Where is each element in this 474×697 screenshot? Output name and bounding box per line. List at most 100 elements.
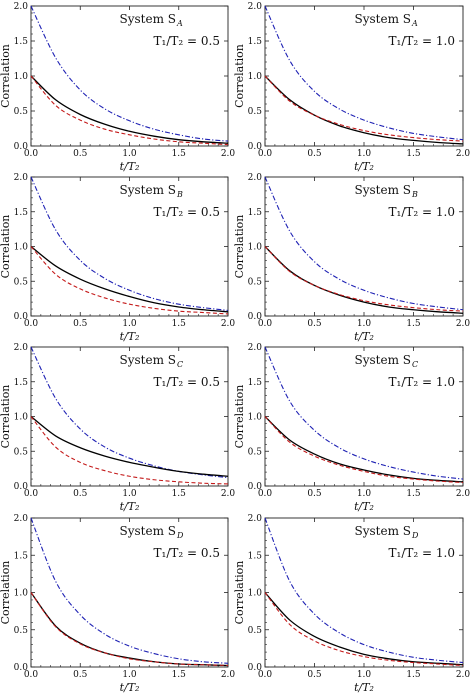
panel-3: 0.0 0.5 1.0 1.5 2.0 0.0 0.5 1.0 1.5 2.0 System S BT… bbox=[0, 173, 235, 343]
y-axis-title: Correlation bbox=[0, 215, 12, 279]
y-tick-label: 1.5 bbox=[248, 551, 263, 561]
y-tick-label: 0.0 bbox=[248, 482, 263, 492]
x-tick-label: 1.0 bbox=[357, 670, 372, 680]
y-tick-label: 2.0 bbox=[248, 343, 263, 353]
x-axis-title: t/T₂ bbox=[120, 681, 140, 694]
y-tick-label: 0.0 bbox=[14, 142, 29, 152]
x-tick-label: 0.0 bbox=[24, 319, 39, 329]
x-tick-label: 1.5 bbox=[406, 319, 421, 329]
y-tick-label: 2.0 bbox=[248, 173, 263, 183]
ratio-label: T₁/T₂ = 0.5 bbox=[154, 34, 220, 48]
x-tick-label: 0.0 bbox=[24, 149, 39, 159]
y-axis-title: Correlation bbox=[0, 561, 12, 625]
system-label: System S bbox=[120, 12, 177, 26]
series-line-2 bbox=[30, 75, 229, 144]
series-line-1 bbox=[264, 346, 464, 480]
x-tick-label: 2.0 bbox=[456, 319, 471, 329]
plot-frame bbox=[264, 176, 464, 317]
x-tick-label: 0.5 bbox=[307, 489, 322, 499]
x-tick-label: 1.5 bbox=[172, 149, 187, 159]
series-line-1 bbox=[30, 176, 229, 311]
x-tick-label: 0.0 bbox=[258, 319, 273, 329]
x-tick-label: 1.0 bbox=[122, 149, 137, 159]
ratio-label: T₁/T₂ = 1.0 bbox=[389, 375, 455, 389]
x-tick-label: 1.0 bbox=[357, 319, 372, 329]
y-tick-label: 0.5 bbox=[248, 626, 263, 636]
x-tick-label: 0.0 bbox=[258, 149, 273, 159]
panel-2: 0.0 0.5 1.0 1.5 2.0 0.0 0.5 1.0 1.5 2.0 System S AT… bbox=[233, 2, 470, 173]
y-tick-label: 2.0 bbox=[248, 514, 263, 524]
x-tick-label: 0.5 bbox=[73, 670, 88, 680]
y-tick-label: 0.5 bbox=[248, 277, 263, 287]
x-axis-title: t/T₂ bbox=[354, 500, 374, 513]
y-tick-label: 2.0 bbox=[248, 2, 263, 12]
y-tick-label: 1.0 bbox=[248, 243, 263, 253]
y-axis-title: Correlation bbox=[233, 385, 246, 449]
y-tick-label: 1.0 bbox=[248, 72, 263, 82]
y-tick-label: 0.5 bbox=[14, 277, 29, 287]
series-line-2 bbox=[30, 245, 229, 313]
x-axis-title: t/T₂ bbox=[120, 330, 140, 343]
x-axis-title: t/T₂ bbox=[120, 160, 140, 173]
x-tick-label: 0.5 bbox=[307, 670, 322, 680]
y-tick-label: 1.0 bbox=[248, 589, 263, 599]
series-line-3 bbox=[264, 246, 464, 312]
ratio-label: T₁/T₂ = 0.5 bbox=[154, 546, 220, 560]
x-tick-label: 1.0 bbox=[357, 149, 372, 159]
plot-frame bbox=[30, 346, 229, 487]
y-tick-label: 0.5 bbox=[14, 447, 29, 457]
y-tick-label: 2.0 bbox=[14, 343, 29, 353]
y-tick-label: 0.0 bbox=[14, 482, 29, 492]
system-subscript: B bbox=[176, 190, 183, 199]
plot-frame bbox=[264, 5, 464, 147]
x-tick-label: 1.5 bbox=[172, 489, 187, 499]
x-tick-label: 1.0 bbox=[122, 319, 137, 329]
series-line-2 bbox=[30, 592, 229, 667]
system-label: System S bbox=[355, 524, 412, 538]
system-label: System S bbox=[120, 183, 177, 197]
x-tick-label: 2.0 bbox=[221, 489, 236, 499]
panel-7: 0.0 0.5 1.0 1.5 2.0 0.0 0.5 1.0 1.5 2.0 System S DT… bbox=[0, 514, 235, 694]
system-label: System S bbox=[355, 12, 412, 26]
series-line-1 bbox=[30, 517, 229, 664]
y-tick-label: 0.0 bbox=[14, 663, 29, 673]
x-tick-label: 1.5 bbox=[406, 489, 421, 499]
x-tick-label: 1.0 bbox=[357, 489, 372, 499]
y-tick-label: 1.5 bbox=[14, 378, 29, 388]
y-tick-label: 0.5 bbox=[248, 107, 263, 117]
system-label: System S bbox=[355, 183, 412, 197]
y-tick-label: 1.5 bbox=[248, 378, 263, 388]
y-tick-label: 1.0 bbox=[14, 243, 29, 253]
y-axis-title: Correlation bbox=[233, 44, 246, 108]
y-tick-label: 1.0 bbox=[14, 589, 29, 599]
series-line-1 bbox=[30, 346, 229, 479]
x-tick-label: 2.0 bbox=[456, 149, 471, 159]
y-tick-label: 1.0 bbox=[248, 413, 263, 423]
panel-8: 0.0 0.5 1.0 1.5 2.0 0.0 0.5 1.0 1.5 2.0 System S DT… bbox=[233, 514, 470, 694]
system-subscript: D bbox=[411, 531, 419, 540]
x-tick-label: 1.0 bbox=[122, 670, 137, 680]
x-tick-label: 1.0 bbox=[122, 489, 137, 499]
series-line-1 bbox=[30, 5, 229, 142]
system-label: System S bbox=[355, 353, 412, 367]
x-axis-title: t/T₂ bbox=[354, 681, 374, 694]
panel-1: 0.0 0.5 1.0 1.5 2.0 0.0 0.5 1.0 1.5 2.0 System S AT… bbox=[0, 2, 235, 173]
x-tick-label: 2.0 bbox=[456, 489, 471, 499]
x-axis-title: t/T₂ bbox=[354, 330, 374, 343]
x-tick-label: 0.5 bbox=[307, 149, 322, 159]
system-subscript: A bbox=[176, 19, 183, 28]
panel-6: 0.0 0.5 1.0 1.5 2.0 0.0 0.5 1.0 1.5 2.0 System S CT… bbox=[233, 343, 470, 513]
series-line-2 bbox=[264, 592, 464, 666]
y-tick-label: 1.0 bbox=[14, 413, 29, 423]
y-axis-title: Correlation bbox=[233, 215, 246, 279]
x-tick-label: 1.5 bbox=[406, 149, 421, 159]
series-line-3 bbox=[30, 416, 229, 485]
ratio-label: T₁/T₂ = 1.0 bbox=[389, 205, 455, 219]
series-line-3 bbox=[264, 416, 464, 484]
system-label: System S bbox=[120, 353, 177, 367]
series-line-1 bbox=[264, 176, 464, 311]
y-tick-label: 1.5 bbox=[248, 208, 263, 218]
system-subscript: B bbox=[411, 190, 418, 199]
x-tick-label: 0.5 bbox=[73, 149, 88, 159]
